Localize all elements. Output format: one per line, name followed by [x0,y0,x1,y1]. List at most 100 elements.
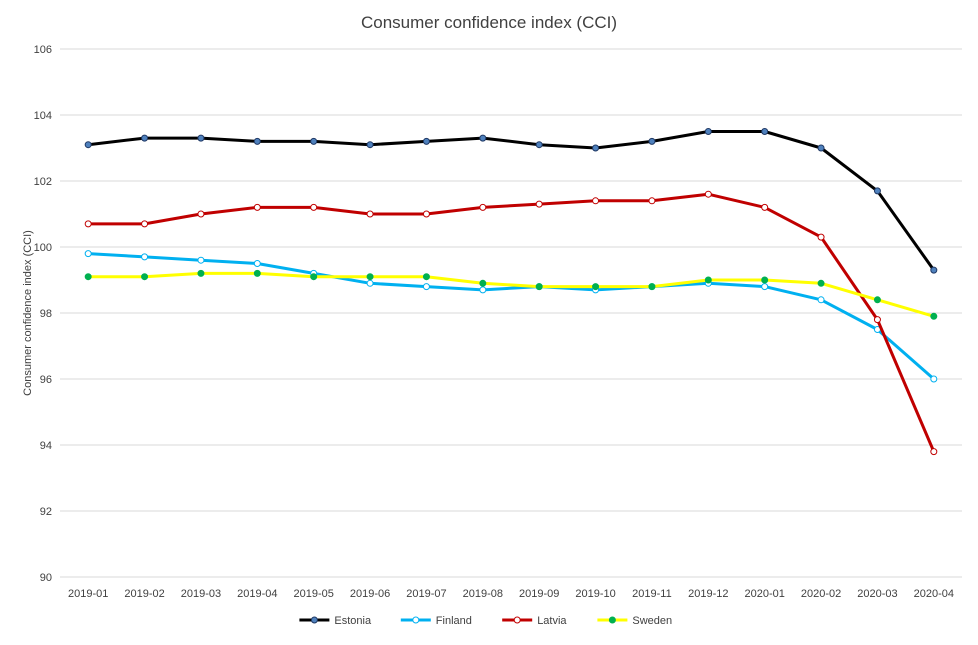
data-point [84,141,92,149]
data-point [930,448,938,456]
data-point [535,283,543,291]
data-point [817,144,825,152]
data-point [817,296,825,304]
data-point [873,296,881,304]
x-tick-label: 2019-04 [237,588,277,600]
y-tick-label: 100 [34,242,52,254]
data-point [84,273,92,281]
data-point [253,137,261,145]
series-line [86,192,936,454]
series-sweden [84,269,938,320]
data-point [366,279,374,287]
x-tick-label: 2019-11 [632,588,672,600]
data-point [141,134,149,142]
data-point [197,256,205,264]
data-point [479,279,487,287]
data-point [310,273,318,281]
legend-item-estonia: Estonia [299,615,372,627]
data-point [761,283,769,291]
y-tick-label: 96 [40,374,52,386]
series-lines [84,128,938,456]
y-tick-label: 92 [40,506,52,518]
x-tick-label: 2019-12 [688,588,728,600]
data-point [704,190,712,198]
data-point [479,203,487,211]
data-point [648,283,656,291]
gridlines [60,48,962,578]
x-axis-ticks: 2019-01 2019-02 2019-03 2019-04 2019-05 2019-… [68,588,954,600]
x-tick-label: 2019-02 [124,588,164,600]
legend-label: Sweden [632,615,672,627]
data-point [197,269,205,277]
x-tick-label: 2019-09 [519,588,559,600]
y-tick-label: 106 [34,44,52,56]
y-tick-label: 94 [40,440,52,452]
legend-marker [513,616,521,624]
data-point [592,197,600,205]
y-tick-label: 90 [40,572,52,584]
legend-label: Finland [436,615,472,627]
legend: Estonia Finland Latvia Sweden [299,615,672,627]
y-tick-label: 102 [34,176,52,188]
x-tick-label: 2020-03 [857,588,897,600]
legend-label: Latvia [537,615,567,627]
data-point [422,273,430,281]
data-point [535,141,543,149]
data-point [84,250,92,258]
x-tick-label: 2019-06 [350,588,390,600]
y-axis-title: Consumer confidence index (CCI) [22,230,34,396]
data-point [422,210,430,218]
x-tick-label: 2019-08 [463,588,503,600]
legend-marker [310,616,318,624]
y-tick-label: 98 [40,308,52,320]
data-point [761,203,769,211]
data-point [873,187,881,195]
data-point [253,260,261,267]
data-point [761,128,769,135]
x-tick-label: 2019-03 [181,588,221,600]
data-point [817,279,825,287]
data-point [761,276,769,284]
data-point [873,316,881,324]
x-tick-label: 2019-01 [68,588,108,600]
series-estonia [84,128,938,274]
data-point [197,134,205,142]
data-point [310,203,318,211]
series-line [86,130,936,272]
y-axis-ticks: 90 92 94 96 98 100 102 104 106 [34,44,52,584]
data-point [422,283,430,291]
data-point [648,137,656,145]
chart-title: Consumer confidence index (CCI) [361,13,617,32]
data-point [648,197,656,205]
legend-item-latvia: Latvia [502,615,567,627]
data-point [592,283,600,291]
data-point [479,286,487,294]
data-point [535,200,543,208]
x-tick-label: 2019-10 [575,588,615,600]
series-finland [84,250,938,383]
data-point [84,220,92,228]
data-point [141,220,149,228]
data-point [366,210,374,218]
x-tick-label: 2019-07 [406,588,446,600]
y-tick-label: 104 [34,110,52,122]
data-point [704,276,712,284]
data-point [141,253,149,261]
data-point [141,273,149,281]
x-tick-label: 2019-05 [294,588,334,600]
data-point [253,269,261,277]
legend-marker [412,616,420,624]
data-point [366,141,374,149]
x-tick-label: 2020-04 [914,588,954,600]
series-latvia [84,190,938,456]
data-point [592,144,600,152]
data-point [930,312,938,320]
data-point [366,273,374,281]
data-point [930,375,938,383]
data-point [930,266,938,274]
x-tick-label: 2020-01 [745,588,785,600]
data-point [310,137,318,145]
data-point [422,137,430,145]
